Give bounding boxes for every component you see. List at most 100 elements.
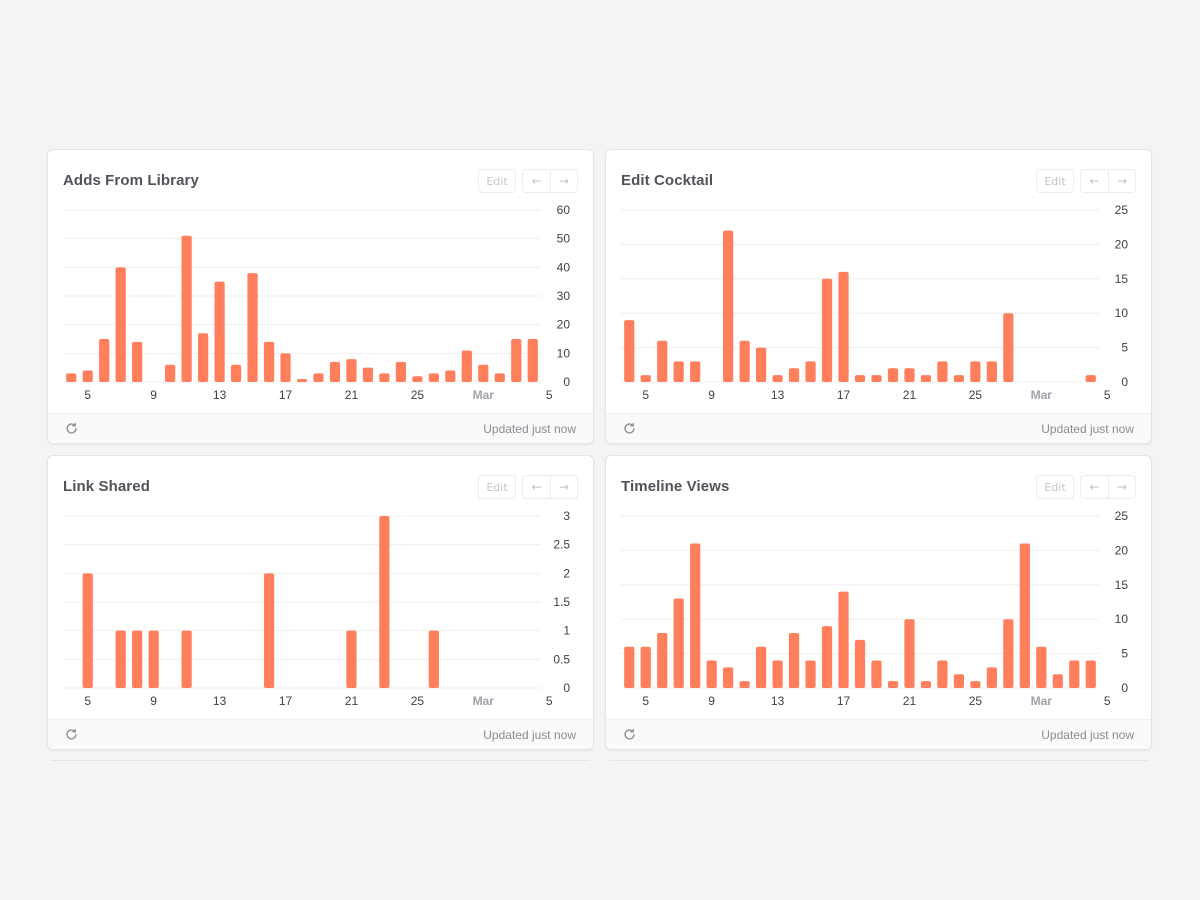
bar[interactable] xyxy=(379,373,390,382)
bar[interactable] xyxy=(624,646,635,688)
refresh-icon[interactable] xyxy=(65,422,78,435)
bar[interactable] xyxy=(739,681,750,688)
bar[interactable] xyxy=(66,373,77,382)
bar[interactable] xyxy=(132,341,143,382)
bar[interactable] xyxy=(838,271,849,382)
bar[interactable] xyxy=(788,368,800,382)
bar[interactable] xyxy=(99,339,110,382)
refresh-icon[interactable] xyxy=(623,422,636,435)
next-arrow-button[interactable]: → xyxy=(550,170,577,192)
bar[interactable] xyxy=(214,281,225,382)
bar[interactable] xyxy=(904,368,915,382)
bar[interactable] xyxy=(362,367,374,382)
bar[interactable] xyxy=(346,630,357,688)
bar[interactable] xyxy=(511,339,522,382)
bar[interactable] xyxy=(197,333,209,382)
bar[interactable] xyxy=(82,370,93,382)
bar[interactable] xyxy=(986,667,997,688)
bar[interactable] xyxy=(1069,660,1080,688)
bar[interactable] xyxy=(657,632,668,688)
refresh-icon[interactable] xyxy=(65,728,78,741)
next-arrow-button[interactable]: → xyxy=(1108,476,1135,498)
prev-arrow-button[interactable]: ← xyxy=(1089,480,1100,494)
bar[interactable] xyxy=(821,626,833,688)
bar[interactable] xyxy=(805,361,816,382)
bar[interactable] xyxy=(181,630,192,688)
bar[interactable] xyxy=(937,660,948,688)
bar[interactable] xyxy=(690,543,701,688)
bar[interactable] xyxy=(115,630,126,688)
bar[interactable] xyxy=(854,375,866,382)
bar[interactable] xyxy=(132,630,143,688)
bar[interactable] xyxy=(788,632,800,688)
bar[interactable] xyxy=(115,267,126,382)
bar[interactable] xyxy=(181,235,192,382)
bar[interactable] xyxy=(1003,619,1014,688)
next-arrow-button[interactable]: → xyxy=(550,476,577,498)
bar[interactable] xyxy=(379,516,390,688)
bar[interactable] xyxy=(313,373,324,382)
bar[interactable] xyxy=(838,591,849,688)
bar[interactable] xyxy=(970,681,981,688)
bar[interactable] xyxy=(920,681,932,688)
edit-button[interactable]: Edit xyxy=(478,169,516,193)
bar[interactable] xyxy=(953,674,965,688)
bar[interactable] xyxy=(461,350,472,382)
bar[interactable] xyxy=(247,273,258,382)
bar[interactable] xyxy=(953,375,965,382)
prev-arrow-button[interactable]: ← xyxy=(531,480,542,494)
bar[interactable] xyxy=(673,361,684,382)
bar[interactable] xyxy=(887,368,899,382)
bar[interactable] xyxy=(1085,375,1096,382)
bar[interactable] xyxy=(395,361,407,382)
bar[interactable] xyxy=(970,361,981,382)
bar[interactable] xyxy=(640,375,651,382)
bar[interactable] xyxy=(82,573,93,688)
bar[interactable] xyxy=(772,375,783,382)
bar[interactable] xyxy=(1019,543,1030,688)
edit-button[interactable]: Edit xyxy=(1036,169,1074,193)
bar[interactable] xyxy=(723,230,734,382)
bar[interactable] xyxy=(739,340,750,382)
bar[interactable] xyxy=(986,361,997,382)
bar[interactable] xyxy=(296,379,308,382)
bar[interactable] xyxy=(329,361,341,382)
bar[interactable] xyxy=(673,598,684,688)
bar[interactable] xyxy=(263,573,275,688)
bar[interactable] xyxy=(428,630,439,688)
bar[interactable] xyxy=(706,660,717,688)
bar[interactable] xyxy=(854,639,866,688)
bar[interactable] xyxy=(871,375,882,382)
bar[interactable] xyxy=(1052,674,1063,688)
bar[interactable] xyxy=(494,373,505,382)
bar[interactable] xyxy=(263,341,275,382)
prev-arrow-button[interactable]: ← xyxy=(1089,174,1100,188)
bar[interactable] xyxy=(755,347,767,382)
bar[interactable] xyxy=(428,373,439,382)
bar[interactable] xyxy=(821,278,833,382)
bar[interactable] xyxy=(755,646,767,688)
bar[interactable] xyxy=(165,364,176,382)
bar[interactable] xyxy=(280,353,291,382)
bar[interactable] xyxy=(624,320,635,382)
bar[interactable] xyxy=(346,359,357,382)
bar[interactable] xyxy=(230,364,242,382)
bar[interactable] xyxy=(527,339,538,382)
bar[interactable] xyxy=(148,630,159,688)
bar[interactable] xyxy=(657,340,668,382)
bar[interactable] xyxy=(1036,646,1047,688)
bar[interactable] xyxy=(904,619,915,688)
bar[interactable] xyxy=(871,660,882,688)
bar[interactable] xyxy=(445,370,456,382)
bar[interactable] xyxy=(937,361,948,382)
bar[interactable] xyxy=(772,660,783,688)
edit-button[interactable]: Edit xyxy=(478,475,516,499)
bar[interactable] xyxy=(690,361,701,382)
next-arrow-button[interactable]: → xyxy=(1108,170,1135,192)
bar[interactable] xyxy=(920,375,932,382)
bar[interactable] xyxy=(887,681,899,688)
bar[interactable] xyxy=(805,660,816,688)
bar[interactable] xyxy=(478,364,489,382)
refresh-icon[interactable] xyxy=(623,728,636,741)
bar[interactable] xyxy=(640,646,651,688)
